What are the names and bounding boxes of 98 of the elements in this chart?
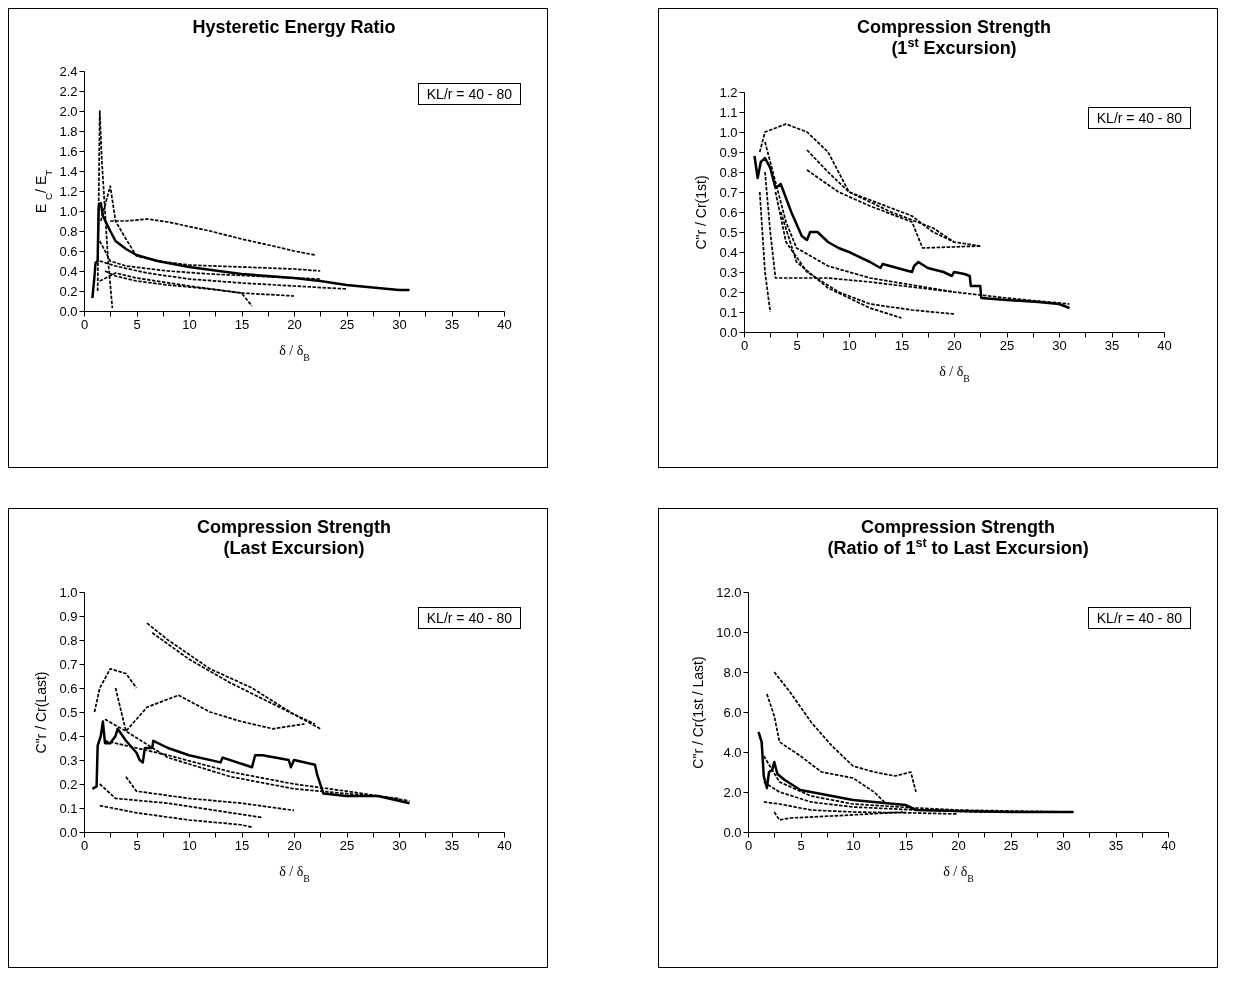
y-tick-label: 0.0 [59, 303, 78, 319]
x-tick-label: 10 [842, 337, 857, 353]
chart-title: Compression Strength [860, 517, 1055, 537]
y-tick-label: 1.8 [59, 123, 78, 139]
x-tick-label: 40 [1160, 837, 1176, 853]
x-tick-label: 10 [845, 837, 861, 853]
y-tick-label: 0.8 [59, 632, 78, 648]
x-tick-label: 5 [133, 316, 141, 332]
y-tick-label: 2.0 [59, 103, 78, 119]
annotation: KL/r = 40 - 80 [417, 83, 521, 105]
x-tick-label: 20 [947, 337, 962, 353]
x-tick-label: 25 [339, 837, 355, 853]
y-tick-label: 2.0 [722, 784, 741, 800]
y-tick-label: 6.0 [722, 704, 741, 720]
x-tick-label: 15 [898, 837, 913, 853]
x-tick-label: 0 [80, 316, 89, 332]
y-tick-label: 0.7 [59, 656, 78, 672]
chart-title: Compression Strength [196, 517, 392, 537]
x-tick-label: 25 [339, 316, 355, 332]
y-tick-label: 1.6 [59, 143, 78, 159]
x-axis-title: δ / δ$_{B}$ [279, 863, 311, 883]
x-tick-label: 25 [1003, 837, 1018, 853]
y-tick-label: 2.4 [59, 63, 78, 79]
x-tick-label: 0 [740, 337, 749, 353]
y-tick-label: 1.1 [719, 104, 738, 120]
annotation: KL/r = 40 - 80 [417, 607, 521, 629]
y-tick-label: 0.8 [719, 164, 738, 180]
annotation: KL/r = 40 - 80 [1087, 107, 1191, 129]
x-tick-label: 15 [234, 316, 250, 332]
y-tick-label: 0.6 [719, 204, 738, 220]
chart-title: Compression Strength [856, 17, 1052, 37]
x-tick-label: 35 [444, 316, 460, 332]
annotation: KL/r = 40 - 80 [1087, 607, 1191, 629]
chart-subtitle: (Ratio of 1$^{st}$ to Last Excursion) [826, 536, 1089, 558]
x-tick-label: 10 [182, 837, 197, 853]
y-tick-label: 0.1 [719, 304, 738, 320]
x-tick-label: 5 [793, 337, 801, 353]
y-axis-title: C"r / Cr(1st) [693, 175, 710, 250]
x-axis-title: δ / δ$_{B}$ [279, 342, 311, 362]
y-tick-label: 0.4 [59, 728, 78, 744]
y-tick-label: 0.3 [59, 752, 78, 768]
x-tick-label: 10 [182, 316, 197, 332]
x-tick-label: 30 [1055, 837, 1071, 853]
y-tick-label: 1.2 [59, 183, 78, 199]
y-tick-label: 12.0 [715, 584, 741, 600]
y-tick-label: 8.0 [722, 664, 741, 680]
y-tick-label: 1.0 [59, 584, 78, 600]
y-tick-label: 0.3 [719, 264, 738, 280]
x-tick-label: 40 [497, 316, 512, 332]
y-axis-title: C"r / Cr(1st / Last) [689, 656, 706, 769]
y-tick-label: 10.0 [715, 624, 741, 640]
x-tick-label: 20 [287, 316, 302, 332]
y-tick-label: 0.4 [59, 263, 78, 279]
x-tick-label: 5 [796, 837, 805, 853]
y-tick-label: 1.0 [59, 203, 78, 219]
y-tick-label: 0.9 [719, 144, 738, 160]
x-tick-label: 0 [744, 837, 752, 853]
y-tick-label: 0.5 [59, 704, 78, 720]
x-tick-label: 30 [1052, 337, 1067, 353]
y-tick-label: 0.9 [59, 608, 78, 624]
x-tick-label: 35 [444, 837, 460, 853]
y-tick-label: 1.2 [719, 84, 738, 100]
y-tick-label: 0.5 [719, 224, 738, 240]
x-tick-label: 5 [133, 837, 141, 853]
x-tick-label: 35 [1108, 837, 1123, 853]
x-axis-title: δ / δ$_{B}$ [939, 363, 971, 383]
x-tick-label: 25 [999, 337, 1015, 353]
y-tick-label: 0.0 [59, 824, 78, 840]
x-tick-label: 35 [1104, 337, 1120, 353]
x-tick-label: 15 [234, 837, 250, 853]
y-tick-label: 0.6 [59, 243, 78, 259]
x-tick-label: 0 [80, 837, 89, 853]
x-tick-label: 15 [894, 337, 910, 353]
y-tick-label: 0.0 [719, 324, 738, 340]
x-axis-title: δ / δ$_{B}$ [942, 863, 974, 883]
y-tick-label: 0.8 [59, 223, 78, 239]
y-tick-label: 0.0 [722, 824, 741, 840]
y-tick-label: 0.2 [719, 284, 738, 300]
x-tick-label: 30 [392, 837, 407, 853]
chart-title: Hysteretic Energy Ratio [192, 17, 396, 37]
y-tick-label: 0.1 [59, 800, 78, 816]
y-axis-title: C"r / Cr(Last) [33, 671, 50, 754]
y-tick-label: 0.4 [719, 244, 738, 260]
x-tick-label: 20 [950, 837, 966, 853]
y-tick-label: 0.2 [59, 283, 78, 299]
chart-subtitle: (Last Excursion) [223, 538, 365, 558]
x-tick-label: 40 [497, 837, 512, 853]
y-tick-label: 0.6 [59, 680, 78, 696]
y-tick-label: 4.0 [722, 744, 741, 760]
y-tick-label: 1.4 [59, 163, 78, 179]
x-tick-label: 20 [287, 837, 302, 853]
y-tick-label: 1.0 [719, 124, 738, 140]
y-tick-label: 0.7 [719, 184, 738, 200]
chart-subtitle: (1$^{st}$ Excursion) [891, 36, 1017, 58]
y-tick-label: 0.2 [59, 776, 78, 792]
x-tick-label: 40 [1157, 337, 1172, 353]
y-tick-label: 2.2 [59, 83, 78, 99]
x-tick-label: 30 [392, 316, 407, 332]
